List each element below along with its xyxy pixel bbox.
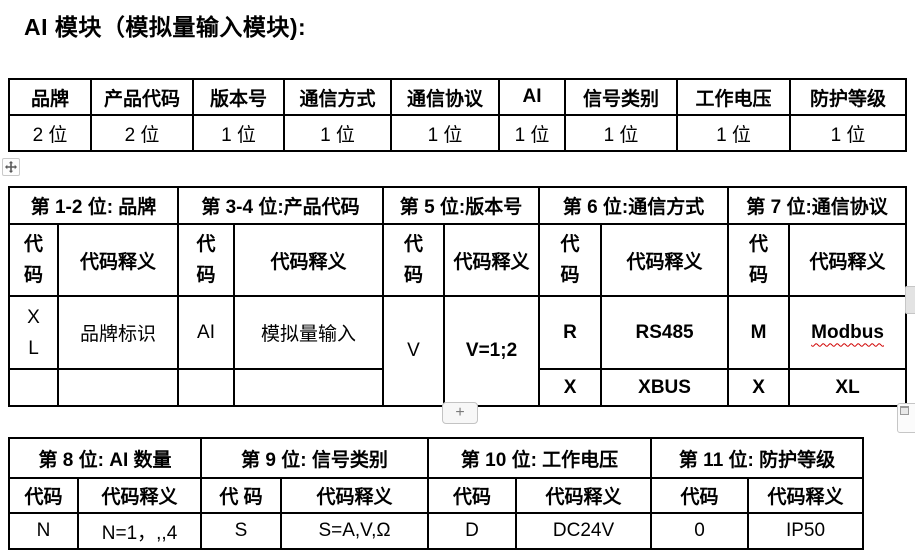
t3-code-signal-type: S <box>200 512 283 550</box>
t2-version-code: V <box>382 295 446 407</box>
t3-meaning-ip-rating: IP50 <box>747 512 865 550</box>
t2-comm-meaning-1: RS485 <box>600 295 730 370</box>
t1-value-voltage: 1 位 <box>676 114 791 152</box>
t1-header-version: 版本号 <box>192 78 285 116</box>
t2-meaning-header: 代码释义 <box>600 223 730 297</box>
t3-section-voltage: 第 10 位: 工作电压 <box>427 437 653 479</box>
page-title: AI 模块（模拟量输入模块): <box>24 14 307 40</box>
t1-header-protocol: 通信协议 <box>390 78 500 116</box>
t1-header-voltage: 工作电压 <box>676 78 791 116</box>
t1-header-ai: AI <box>498 78 566 116</box>
insert-row-button[interactable]: + <box>442 402 478 424</box>
t3-meaning-voltage: DC24V <box>515 512 653 550</box>
t1-header-comm-mode: 通信方式 <box>283 78 392 116</box>
t2-brand-code: X L <box>8 295 59 370</box>
t2-protocol-meaning-1: Modbus <box>788 295 908 370</box>
t1-value-comm-mode: 1 位 <box>283 114 392 152</box>
t2-code-header: 代 码 <box>538 223 603 297</box>
t2-empty-cell <box>177 368 235 407</box>
t2-code-header: 代 码 <box>177 223 235 297</box>
t1-header-ip-rating: 防护等级 <box>789 78 907 116</box>
t1-header-signal-type: 信号类别 <box>564 78 678 116</box>
scrollbar-thumb[interactable] <box>905 286 915 314</box>
t3-code-voltage: D <box>427 512 518 550</box>
t2-meaning-header: 代码释义 <box>788 223 908 297</box>
t2-empty-cell <box>8 368 59 407</box>
t1-value-ip-rating: 1 位 <box>789 114 907 152</box>
t3-meaning-header: 代码释义 <box>280 477 430 514</box>
digits-8-11-table: 第 8 位: AI 数量 第 9 位: 信号类别 第 10 位: 工作电压 第 … <box>7 437 865 550</box>
t2-protocol-code-2: X <box>727 368 791 407</box>
t2-section-version: 第 5 位:版本号 <box>382 186 541 225</box>
t3-code-ip-rating: 0 <box>650 512 750 550</box>
t1-value-protocol: 1 位 <box>390 114 500 152</box>
spellchecked-word: Modbus <box>811 321 884 343</box>
t2-meaning-header: 代码释义 <box>232 223 385 297</box>
t2-comm-code-2: X <box>538 368 603 407</box>
t3-meaning-header: 代码释义 <box>747 477 865 514</box>
t2-protocol-meaning-2: XL <box>788 368 908 407</box>
t1-header-brand: 品牌 <box>8 78 92 116</box>
t3-code-header: 代码 <box>8 477 79 514</box>
table-move-handle-icon[interactable] <box>2 158 20 176</box>
t1-value-version: 1 位 <box>192 114 285 152</box>
t3-code-ai-count: N <box>8 512 79 550</box>
t2-code-header: 代 码 <box>727 223 791 297</box>
t3-meaning-header: 代码释义 <box>76 477 203 514</box>
t2-brand-meaning: 品牌标识 <box>57 295 179 370</box>
t1-value-product-code: 2 位 <box>90 114 194 152</box>
t2-empty-cell <box>57 368 179 407</box>
t2-product-code: AI <box>177 295 235 370</box>
t2-comm-meaning-2: XBUS <box>600 368 730 407</box>
t3-code-header: 代 码 <box>200 477 283 514</box>
t2-section-protocol: 第 7 位:通信协议 <box>727 186 908 225</box>
t2-meaning-header: 代码释义 <box>57 223 179 297</box>
t2-comm-code-1: R <box>538 295 603 370</box>
t2-empty-cell <box>232 368 385 407</box>
t2-protocol-code-1: M <box>727 295 791 370</box>
table-resize-grip-icon <box>900 406 909 415</box>
t1-value-brand: 2 位 <box>8 114 92 152</box>
t2-code-header: 代 码 <box>382 223 446 297</box>
t1-value-ai: 1 位 <box>498 114 566 152</box>
four-direction-arrow-icon <box>5 161 17 173</box>
t3-code-header: 代码 <box>650 477 750 514</box>
format-overview-table: 品牌 产品代码 版本号 通信方式 通信协议 AI 信号类别 工作电压 防护等级 … <box>8 78 907 152</box>
t2-product-meaning: 模拟量输入 <box>232 295 385 370</box>
t2-section-brand: 第 1-2 位: 品牌 <box>8 186 179 225</box>
t3-section-signal-type: 第 9 位: 信号类别 <box>200 437 430 479</box>
t3-meaning-signal-type: S=A,V,Ω <box>280 512 430 550</box>
t2-meaning-header: 代码释义 <box>443 223 541 297</box>
t1-value-signal-type: 1 位 <box>564 114 678 152</box>
t2-code-header: 代 码 <box>8 223 59 297</box>
table-resize-handle[interactable] <box>897 403 915 433</box>
t2-section-comm-mode: 第 6 位:通信方式 <box>538 186 730 225</box>
t2-section-product-code: 第 3-4 位:产品代码 <box>176 186 385 225</box>
t3-section-ai-count: 第 8 位: AI 数量 <box>7 437 203 479</box>
t3-section-ip-rating: 第 11 位: 防护等级 <box>650 437 865 479</box>
t3-meaning-header: 代码释义 <box>515 477 653 514</box>
t1-header-product-code: 产品代码 <box>90 78 194 116</box>
digits-1-7-table: 第 1-2 位: 品牌 第 3-4 位:产品代码 第 5 位:版本号 第 6 位… <box>8 186 908 407</box>
t2-version-meaning: V=1;2 <box>443 295 541 407</box>
t3-meaning-ai-count: N=1，,,4 <box>76 512 203 550</box>
t3-code-header: 代码 <box>427 477 518 514</box>
